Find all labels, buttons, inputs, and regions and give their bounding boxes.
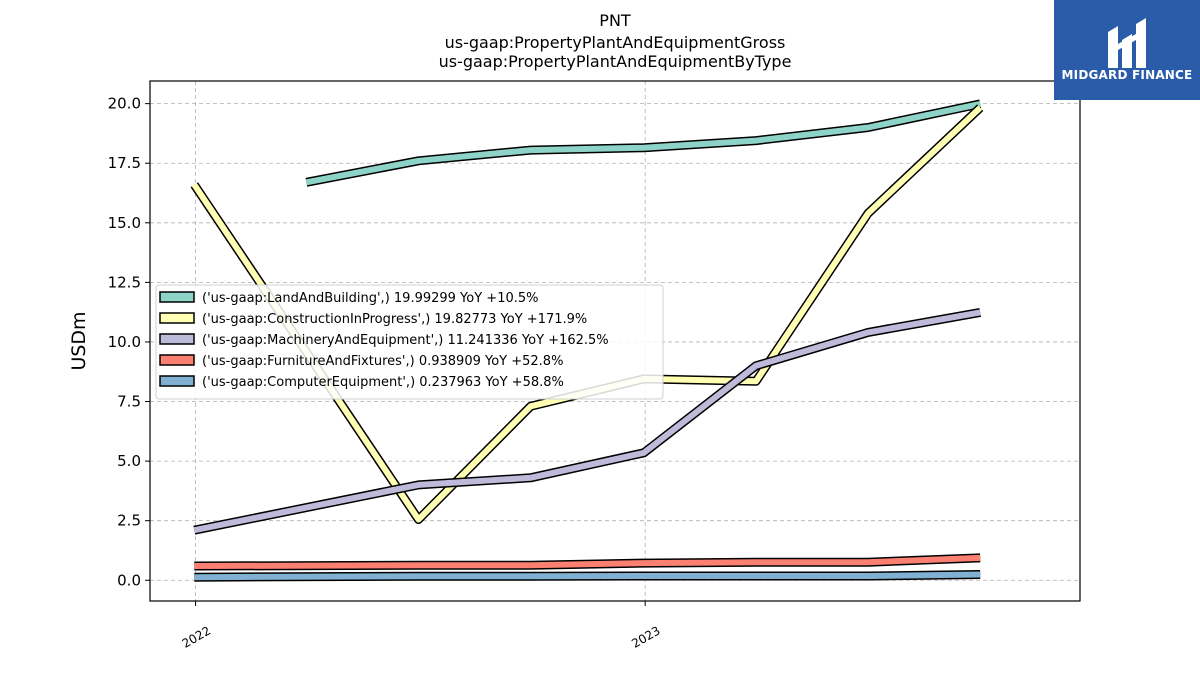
series-path — [193, 309, 981, 534]
legend: ('us-gaap:LandAndBuilding',) 19.99299 Yo… — [155, 284, 664, 400]
series-path — [305, 100, 981, 186]
legend-swatch — [159, 312, 195, 324]
series-line — [194, 570, 981, 582]
midgard-finance-logo: MIDGARD FINANCE — [1054, 0, 1200, 100]
chart-title-line-1: PNT — [599, 11, 631, 30]
x-tick-label: 2022 — [180, 623, 213, 650]
y-tick-label: 5.0 — [117, 452, 141, 470]
y-tick-label: 15.0 — [108, 214, 141, 232]
legend-swatch — [159, 333, 195, 345]
legend-swatch — [159, 354, 195, 366]
legend-entry-label: ('us-gaap:ConstructionInProgress',) 19.8… — [202, 312, 587, 327]
y-tick-label: 7.5 — [117, 393, 141, 411]
series-outline — [305, 99, 982, 187]
y-tick-label: 20.0 — [108, 95, 141, 113]
logo-mark-icon — [1108, 18, 1146, 68]
chart-title-line-3: us-gaap:PropertyPlantAndEquipmentByType — [439, 52, 792, 71]
series-line — [194, 553, 981, 571]
legend-entry-label: ('us-gaap:FurnitureAndFixtures',) 0.9389… — [202, 354, 563, 369]
series-path — [194, 554, 981, 569]
x-tick-label: 2023 — [629, 623, 662, 650]
y-tick-label: 2.5 — [117, 512, 141, 530]
series-line — [193, 307, 981, 535]
legend-entry-label: ('us-gaap:MachineryAndEquipment',) 11.24… — [202, 333, 609, 348]
plot-area — [149, 80, 1081, 602]
logo-text: MIDGARD FINANCE — [1061, 68, 1193, 82]
legend-swatch — [159, 375, 195, 387]
legend-swatch — [159, 291, 195, 303]
y-axis-label: USDm — [68, 311, 90, 370]
y-tick-label: 0.0 — [117, 571, 141, 589]
y-tick-label: 17.5 — [108, 154, 141, 172]
legend-box — [155, 284, 664, 400]
chart-title: PNT us-gaap:PropertyPlantAndEquipmentGro… — [439, 11, 792, 71]
series-line — [305, 99, 982, 187]
y-tick-label: 10.0 — [108, 333, 141, 351]
legend-entry-label: ('us-gaap:LandAndBuilding',) 19.99299 Yo… — [202, 291, 539, 306]
series-path — [194, 571, 981, 581]
chart-title-line-2: us-gaap:PropertyPlantAndEquipmentGross — [445, 33, 786, 52]
legend-entry-label: ('us-gaap:ComputerEquipment',) 0.237963 … — [202, 375, 564, 390]
y-tick-label: 12.5 — [108, 273, 141, 291]
